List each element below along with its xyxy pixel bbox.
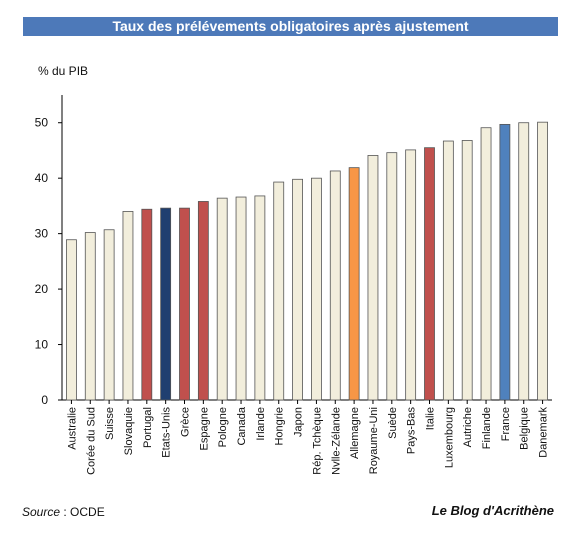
y-tick-label: 20 [35,282,49,296]
x-tick-label: Japon [293,407,305,437]
bar-10 [254,195,266,401]
bar-20 [442,140,454,401]
bar-8 [216,197,228,401]
y-axis-label: % du PIB [38,64,89,78]
x-tick-label: Etats-Unis [161,407,173,458]
bar-14 [329,170,341,401]
x-tick-label: Nvlle-Zélande [330,407,342,475]
x-tick-label: Australie [66,407,78,450]
blog-brand: Le Blog d'Acrithène [431,503,554,518]
x-tick-label: Autriche [462,407,474,447]
bar-4 [141,208,153,401]
bar-22 [480,127,492,401]
bar-25 [537,121,548,401]
bar-9 [235,196,247,401]
x-tick-label: Belgique [519,407,531,450]
x-tick-label: Irlande [255,407,267,441]
bar-16 [367,155,379,401]
bar-13 [311,177,322,401]
x-tick-label: Finlande [481,407,493,449]
bar-19 [424,147,435,401]
source-label: Source [22,505,61,519]
x-tick-label: Portugal [142,407,154,448]
bar-23 [499,123,511,401]
bar-17 [386,152,398,401]
x-tick-label: Danemark [538,407,550,458]
bar-24 [518,122,530,401]
bar-chart: 0 10 20 30 40 50 Australie Corée du Sud Suisse Sl… [35,95,552,475]
bar-5 [160,207,172,401]
x-tick-label: Hongrie [274,407,286,446]
y-tick-label: 40 [35,171,49,185]
source-value: : OCDE [60,505,105,519]
bar-0 [66,239,77,401]
bar-2 [103,229,115,401]
bar-21 [461,140,473,401]
bar-1 [84,232,96,401]
x-tick-label: Italie [425,407,437,430]
y-tick-label: 30 [35,227,49,241]
x-tick-label: Rép. Tchèque [311,407,323,475]
source-note: Source : OCDE [22,505,105,519]
x-tick-label: Pologne [217,407,229,447]
bar-12 [292,178,303,401]
bar-6 [179,207,190,401]
x-tick-label: Canada [236,406,248,445]
x-tick-label: Grèce [180,407,192,437]
x-tick-label: Espagne [198,407,210,450]
x-tick-label: Suisse [104,407,116,440]
bar-3 [122,211,134,401]
bar-18 [405,149,417,401]
bar-11 [273,181,285,401]
bar-7 [197,201,209,401]
x-tick-label: Slovaquie [123,407,135,455]
x-tick-label: Royaume-Uni [368,407,380,474]
x-tick-label: Corée du Sud [85,407,97,475]
x-tick-label: Pays-Bas [406,407,418,455]
x-tick-label: Luxembourg [443,407,455,468]
y-tick-label: 10 [35,338,49,352]
chart-title: Taux des prélévements obligatoires après… [23,17,558,36]
y-tick-label: 50 [35,116,49,130]
bar-15 [348,167,360,401]
y-tick-label: 0 [41,393,48,407]
x-tick-label: Suède [387,407,399,439]
x-tick-label: Allemagne [349,407,361,459]
x-tick-label: France [500,407,512,441]
